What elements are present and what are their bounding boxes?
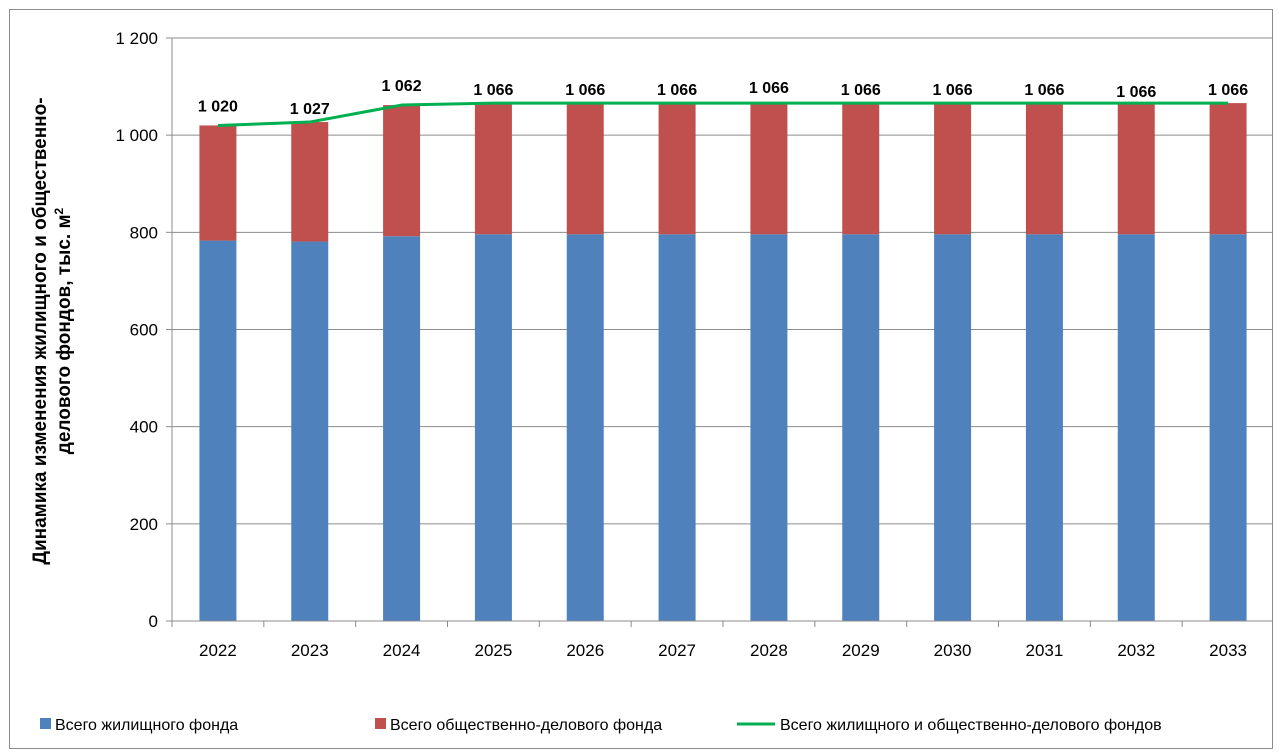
legend-item-public-business-swatch [375, 718, 386, 729]
data-label: 1 066 [565, 82, 605, 99]
bar-housing [474, 234, 512, 621]
bar-public-business [199, 125, 237, 241]
legend-item-housing-label: Всего жилищного фонда [55, 717, 238, 734]
gridlines [172, 37, 1272, 525]
bar-housing [1117, 234, 1155, 621]
y-tick-label: 600 [130, 321, 158, 340]
bar-housing [383, 236, 421, 621]
legend: Всего жилищного фонда Всего общественно-д… [40, 717, 1162, 734]
y-tick-label: 0 [149, 612, 158, 631]
x-tick-label: 2023 [291, 641, 329, 660]
bar-public-business [750, 103, 788, 235]
x-tick-label: 2031 [1026, 641, 1064, 660]
bar-public-business [291, 122, 329, 242]
y-axis-title-line1: Динамика изменения жилищного и обществен… [30, 97, 51, 564]
bar-housing [1025, 234, 1063, 621]
legend-item-housing-swatch [40, 718, 51, 729]
bar-housing [1209, 234, 1247, 621]
data-label: 1 062 [382, 78, 422, 95]
data-label: 1 066 [1024, 82, 1064, 99]
bar-public-business [383, 105, 421, 237]
x-tick-label: 2026 [566, 641, 604, 660]
bar-public-business [1117, 103, 1155, 235]
bar-housing [750, 234, 788, 621]
y-tick-label: 800 [130, 223, 158, 242]
data-label: 1 027 [290, 101, 330, 118]
x-tick-label: 2025 [475, 641, 513, 660]
data-label: 1 066 [749, 80, 789, 97]
x-tick-label: 2024 [383, 641, 421, 660]
bar-public-business [566, 103, 604, 235]
y-axis-title-line2-text: делового фондов, тыс. м [54, 214, 75, 454]
x-tick-label: 2022 [199, 641, 237, 660]
bar-housing [842, 234, 880, 621]
bars [199, 103, 1247, 622]
bar-public-business [934, 103, 972, 235]
chart-frame: 0 200 400 600 800 1 000 1 200 2022 2023 2024 2025 2… [9, 9, 1273, 749]
data-label: 1 020 [198, 98, 238, 115]
data-label: 1 066 [473, 82, 513, 99]
bar-housing [566, 234, 604, 621]
bar-housing [199, 240, 237, 621]
total-line [217, 101, 1229, 127]
x-tick-label: 2028 [750, 641, 788, 660]
bar-housing [291, 241, 329, 622]
x-tick-label: 2030 [934, 641, 972, 660]
bar-public-business [658, 103, 696, 235]
y-tick-label: 400 [130, 418, 158, 437]
x-tick-label: 2029 [842, 641, 880, 660]
x-tick-label: 2032 [1117, 641, 1155, 660]
x-tick-label: 2033 [1209, 641, 1247, 660]
data-label: 1 066 [657, 82, 697, 99]
bar-housing [658, 234, 696, 621]
legend-item-public-business-label: Всего общественно-делового фонда [390, 717, 662, 734]
y-axis-title-superscript: 2 [52, 207, 66, 214]
y-axis-title-line2: делового фондов, тыс. м2 [52, 207, 75, 454]
y-tick-label: 1 000 [115, 126, 158, 145]
total-series-line [217, 101, 1229, 127]
data-labels: 1 020 1 027 1 062 1 066 1 066 1 066 1 066 1 066… [198, 78, 1248, 118]
data-label: 1 066 [1116, 84, 1156, 101]
bar-public-business [1209, 103, 1247, 235]
bar-housing [934, 234, 972, 621]
y-axis-title: Динамика изменения жилищного и обществен… [30, 97, 75, 564]
stacked-bar-line-chart: 0 200 400 600 800 1 000 1 200 2022 2023 2024 2025 2… [30, 29, 1272, 734]
data-label: 1 066 [1208, 82, 1248, 99]
y-tick-label: 1 200 [115, 29, 158, 48]
data-label: 1 066 [841, 82, 881, 99]
data-label: 1 066 [933, 82, 973, 99]
bar-public-business [1025, 103, 1063, 235]
bar-public-business [474, 103, 512, 235]
bar-public-business [842, 103, 880, 235]
y-tick-label: 200 [130, 515, 158, 534]
axes: 0 200 400 600 800 1 000 1 200 2022 2023 2024 2025 2… [115, 29, 1272, 660]
legend-item-total-label: Всего жилищного и общественно-делового ф… [780, 717, 1162, 734]
x-tick-label: 2027 [658, 641, 696, 660]
